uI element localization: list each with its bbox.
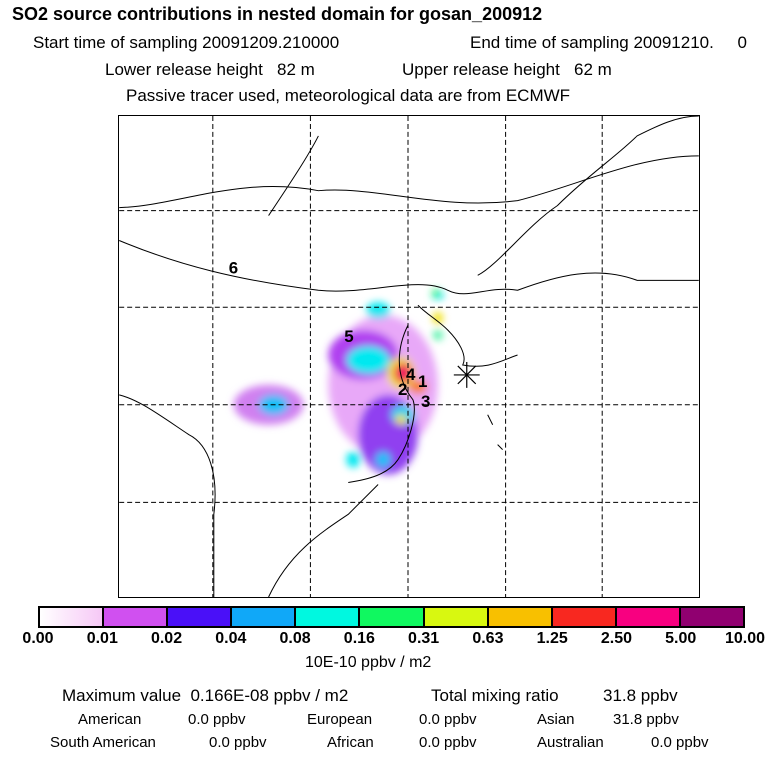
max-value: Maximum value 0.166E-08 ppbv / m2: [62, 686, 349, 705]
coastlines: [119, 116, 699, 597]
colorbar-segment: [424, 608, 489, 626]
colorbar-segment: [680, 608, 744, 626]
source-label-3: 3: [421, 392, 430, 411]
colorbar-segment: [168, 608, 233, 626]
region-value: 31.8 ppbv: [613, 711, 679, 728]
colorbar-tick-label: 5.00: [665, 630, 697, 647]
source-label-2: 2: [398, 380, 407, 399]
colorbar-tick-label: 1.25: [536, 630, 568, 647]
source-label-4: 4: [406, 365, 416, 384]
receptor-asterisk-icon: [453, 361, 480, 388]
plot-title: SO2 source contributions in nested domai…: [12, 4, 543, 24]
region-value: 0.0 ppbv: [419, 711, 477, 728]
colorbar-tick-label: 0.31: [408, 630, 440, 647]
colorbar: [38, 606, 745, 628]
colorbar-tick-label: 0.16: [343, 630, 375, 647]
region-value: 0.0 ppbv: [651, 734, 709, 751]
total-value: 31.8 ppbv: [603, 686, 678, 705]
region-value: 0.0 ppbv: [188, 711, 246, 728]
colorbar-segment: [296, 608, 361, 626]
tracer-info: Passive tracer used, meteorological data…: [126, 86, 571, 105]
region-name: Asian: [537, 711, 575, 728]
source-label-1: 1: [418, 372, 427, 391]
colorbar-segment: [232, 608, 297, 626]
colorbar-tick-label: 0.01: [86, 630, 118, 647]
end-time: End time of sampling 20091210. 0: [470, 33, 747, 52]
colorbar-segment: [552, 608, 617, 626]
region-value: 0.0 ppbv: [419, 734, 477, 751]
colorbar-segment: [488, 608, 553, 626]
upper-release-height: Upper release height 62 m: [402, 60, 612, 79]
colorbar-tick-label: 0.00: [22, 630, 54, 647]
colorbar-segment: [104, 608, 169, 626]
region-name: European: [307, 711, 373, 728]
lower-release-height: Lower release height 82 m: [105, 60, 315, 79]
source-label-5: 5: [344, 327, 353, 346]
colorbar-tick-label: 0.08: [279, 630, 311, 647]
colorbar-segment: [360, 608, 425, 626]
region-name: African: [327, 734, 374, 751]
colorbar-segment: [616, 608, 681, 626]
colorbar-tick-label: 0.02: [150, 630, 183, 647]
region-name: South American: [50, 734, 156, 751]
colorbar-unit: 10E-10 ppbv / m2: [305, 654, 432, 671]
start-time: Start time of sampling 20091209.210000: [33, 33, 340, 52]
colorbar-tick-label: 10.00: [724, 630, 766, 647]
colorbar-tick-label: 0.63: [472, 630, 504, 647]
region-value: 0.0 ppbv: [209, 734, 267, 751]
map-panel: 1 2 3 4 5 6: [118, 115, 700, 598]
colorbar-segment: [40, 608, 105, 626]
total-label: Total mixing ratio: [431, 686, 559, 705]
colorbar-tick-label: 2.50: [600, 630, 633, 647]
colorbar-tick-label: 0.04: [215, 630, 247, 647]
source-label-6: 6: [229, 258, 238, 277]
region-name: American: [78, 711, 142, 728]
region-name: Australian: [537, 734, 604, 751]
